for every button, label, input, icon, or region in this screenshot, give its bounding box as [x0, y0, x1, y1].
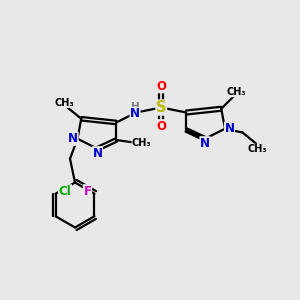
Text: CH₃: CH₃ [248, 144, 267, 154]
Text: O: O [156, 80, 166, 93]
Text: Cl: Cl [58, 185, 71, 198]
Text: N: N [200, 137, 210, 150]
Text: O: O [156, 120, 166, 133]
Text: N: N [224, 122, 235, 135]
Text: H: H [130, 102, 140, 112]
Text: N: N [130, 107, 140, 120]
Text: N: N [92, 147, 103, 160]
Text: S: S [156, 100, 166, 115]
Text: CH₃: CH₃ [55, 98, 74, 107]
Text: CH₃: CH₃ [132, 137, 152, 148]
Text: N: N [68, 132, 78, 145]
Text: CH₃: CH₃ [227, 87, 247, 97]
Text: F: F [83, 185, 92, 198]
